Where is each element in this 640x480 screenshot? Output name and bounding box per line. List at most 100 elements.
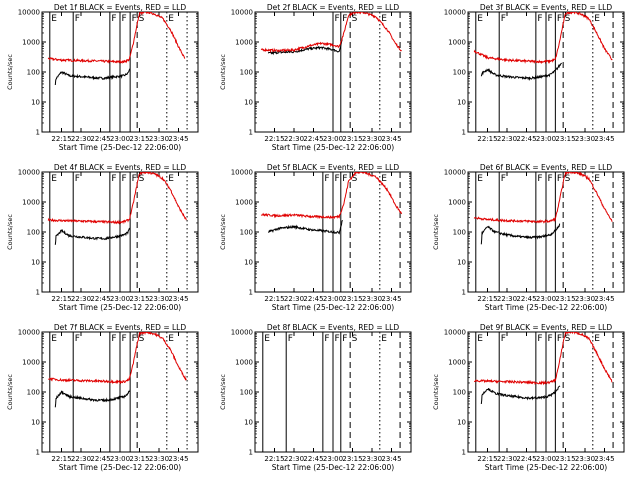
x-tick-label: 23:45 (168, 295, 188, 303)
y-tick-label: 10000 (231, 169, 253, 177)
x-axis-label: Start Time (25-Dec-12 22:06:00) (59, 463, 181, 472)
x-tick-label: 23:15 (342, 455, 362, 463)
y-tick-label: 1000 (448, 199, 466, 207)
y-tick-label: 10000 (231, 9, 253, 17)
events-series-line (54, 389, 131, 408)
y-tick-label: 10 (457, 419, 466, 427)
y-tick-label: 1 (462, 449, 466, 457)
lld-series-line (260, 172, 403, 220)
x-tick-label: 22:15 (51, 455, 71, 463)
chart-panel: Det 2f BLACK = Events, RED = LLD 1 10 100 10… (219, 3, 412, 152)
event-marker-label: E (51, 174, 57, 184)
x-tick-label: 23:30 (149, 135, 169, 143)
lld-series-line (473, 12, 613, 65)
event-marker-label: F (132, 14, 137, 24)
event-marker-label: E (264, 334, 270, 344)
x-tick-label: 22:45 (516, 135, 536, 143)
event-marker-label: F (342, 14, 347, 24)
y-axis-label: Counts/sec (432, 214, 440, 250)
chart-panel: Det 9f BLACK = Events, RED = LLD 1 10 100 10… (432, 323, 625, 472)
event-marker-label: S (139, 174, 145, 184)
x-tick-label: 22:15 (264, 295, 284, 303)
chart-panel: Det 8f BLACK = Events, RED = LLD 1 10 100 10… (219, 323, 412, 472)
x-tick-label: 22:30 (284, 455, 304, 463)
y-tick-label: 100 (240, 229, 253, 237)
x-tick-label: 23:00 (110, 135, 130, 143)
lld-series-line (47, 12, 186, 64)
y-tick-label: 100 (27, 229, 40, 237)
events-series-line (268, 219, 343, 235)
x-tick-label: 23:00 (536, 455, 556, 463)
event-marker-label: E (477, 174, 483, 184)
x-axis-label: Start Time (25-Dec-12 22:06:00) (485, 303, 607, 312)
event-marker-label: F (501, 14, 506, 24)
x-tick-label: 23:45 (594, 135, 614, 143)
y-tick-label: 1 (36, 289, 40, 297)
y-tick-label: 100 (453, 229, 466, 237)
y-tick-label: 10 (31, 419, 40, 427)
event-marker-label: E (381, 14, 387, 24)
x-tick-label: 22:30 (497, 455, 517, 463)
lld-series-line (48, 332, 187, 385)
y-tick-label: 1000 (22, 359, 40, 367)
y-tick-label: 1 (36, 449, 40, 457)
x-tick-label: 23:45 (168, 135, 188, 143)
y-tick-label: 1000 (235, 39, 253, 47)
chart-panel: Det 5f BLACK = Events, RED = LLD 1 10 100 10… (219, 163, 412, 312)
chart-title: Det 7f BLACK = Events, RED = LLD (54, 323, 187, 332)
event-marker-label: S (565, 334, 571, 344)
y-tick-label: 10 (457, 259, 466, 267)
lld-series-line (473, 332, 613, 386)
y-tick-label: 10000 (444, 169, 466, 177)
event-marker-label: F (288, 334, 293, 344)
chart-title: Det 4f BLACK = Events, RED = LLD (54, 163, 187, 172)
lld-series-line (260, 12, 402, 54)
x-axis-label: Start Time (25-Dec-12 22:06:00) (272, 303, 394, 312)
x-tick-label: 22:30 (497, 135, 517, 143)
chart-panel: Det 1f BLACK = Events, RED = LLD 1 10 100 10… (6, 3, 199, 152)
event-marker-label: F (501, 174, 506, 184)
x-tick-label: 22:15 (477, 455, 497, 463)
chart-panel: Det 3f BLACK = Events, RED = LLD 1 10 100 10… (444, 3, 625, 143)
event-marker-label: F (501, 334, 506, 344)
x-axis-label: Start Time (25-Dec-12 22:06:00) (59, 303, 181, 312)
y-tick-label: 10000 (231, 329, 253, 337)
y-axis-label: Counts/sec (219, 54, 227, 90)
y-tick-label: 100 (240, 69, 253, 77)
event-marker-label: F (122, 174, 127, 184)
events-series-line (54, 68, 131, 86)
y-tick-label: 10 (457, 99, 466, 107)
event-marker-label: F (335, 174, 340, 184)
y-tick-label: 1 (462, 289, 466, 297)
y-axis-label: Counts/sec (6, 374, 14, 410)
event-marker-label: F (335, 334, 340, 344)
y-tick-label: 100 (27, 389, 40, 397)
event-marker-label: F (324, 174, 329, 184)
x-tick-label: 23:45 (168, 455, 188, 463)
chart-title: Det 6f BLACK = Events, RED = LLD (480, 163, 613, 172)
x-tick-label: 22:30 (284, 295, 304, 303)
event-marker-label: F (75, 174, 80, 184)
y-tick-label: 10000 (444, 9, 466, 17)
x-tick-label: 23:15 (129, 135, 149, 143)
events-series-line (480, 62, 563, 82)
event-marker-label: F (548, 174, 553, 184)
y-tick-label: 10000 (18, 329, 40, 337)
x-tick-label: 22:45 (90, 135, 110, 143)
x-tick-label: 22:45 (303, 295, 323, 303)
x-axis-label: Start Time (25-Dec-12 22:06:00) (59, 143, 181, 152)
y-tick-label: 1000 (235, 359, 253, 367)
y-tick-label: 10 (244, 259, 253, 267)
event-marker-label: E (477, 334, 483, 344)
event-marker-label: F (132, 174, 137, 184)
x-tick-label: 23:00 (110, 455, 130, 463)
chart-title: Det 3f BLACK = Events, RED = LLD (480, 3, 613, 12)
y-tick-label: 100 (453, 69, 466, 77)
event-marker-label: E (477, 14, 483, 24)
x-tick-label: 22:45 (516, 455, 536, 463)
x-tick-label: 22:30 (71, 135, 91, 143)
y-axis-label: Counts/sec (6, 54, 14, 90)
x-tick-label: 23:15 (342, 135, 362, 143)
y-tick-label: 100 (27, 69, 40, 77)
x-tick-label: 23:45 (594, 295, 614, 303)
